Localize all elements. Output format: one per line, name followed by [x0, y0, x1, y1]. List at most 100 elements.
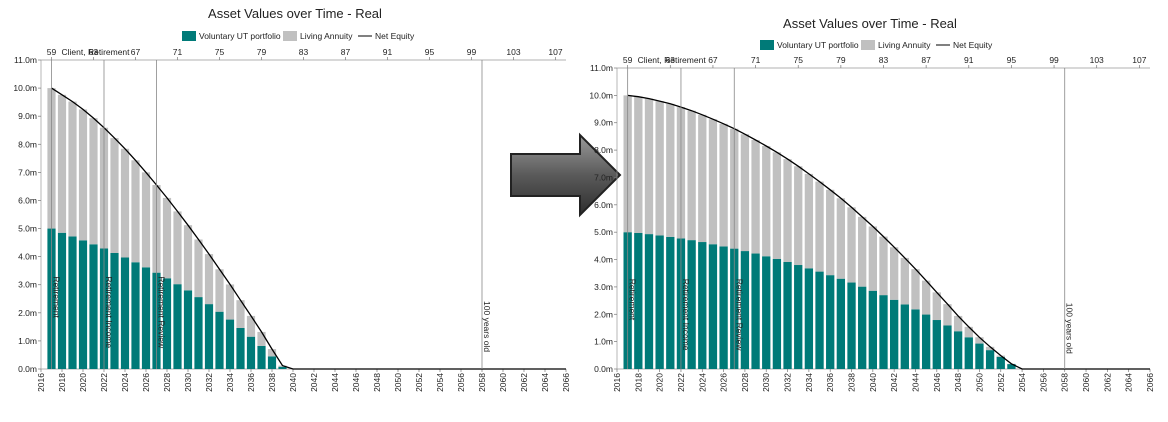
x-tick-label: 2024	[697, 373, 707, 392]
age-tick-label: 71	[173, 47, 183, 57]
bar-living-annuity	[645, 99, 653, 234]
bar-living-annuity	[247, 316, 255, 337]
x-tick-label: 2048	[953, 373, 963, 392]
y-tick-label: 4.0m	[18, 252, 37, 262]
y-tick-label: 11.0m	[590, 63, 613, 73]
bar-voluntary-ut	[131, 262, 139, 369]
chart-after-svg: Asset Values over Time - Real Voluntary U…	[578, 0, 1168, 417]
y-tick-label: 6.0m	[594, 200, 613, 210]
bar-voluntary-ut	[655, 235, 663, 369]
bar-living-annuity	[879, 237, 887, 296]
bar-voluntary-ut	[173, 284, 181, 369]
y-tick-label: 11.0m	[14, 55, 37, 65]
bar-living-annuity	[911, 269, 919, 309]
legend-label: Net Equity	[953, 40, 993, 50]
x-tick-label: 2064	[540, 373, 550, 392]
y-tick-label: 9.0m	[594, 118, 613, 128]
bar-living-annuity	[666, 104, 674, 237]
chart-title: Asset Values over Time - Real	[783, 16, 957, 31]
bar-living-annuity	[142, 172, 150, 267]
legend-label: Net Equity	[375, 31, 415, 41]
bar-voluntary-ut	[121, 257, 129, 369]
bar-voluntary-ut	[837, 279, 845, 369]
y-tick-label: 1.0m	[18, 336, 37, 346]
bar-voluntary-ut	[719, 246, 727, 369]
bar-voluntary-ut	[68, 236, 76, 369]
bar-living-annuity	[762, 146, 770, 256]
bar-voluntary-ut	[986, 350, 994, 369]
bar-living-annuity	[173, 211, 181, 284]
age-tick-label: 67	[131, 47, 141, 57]
legend-swatch-voluntary	[182, 31, 196, 41]
x-tick-label: 2022	[99, 373, 109, 392]
age-tick-label: 59	[47, 47, 57, 57]
x-tick-label: 2020	[78, 373, 88, 392]
x-tick-label: 2036	[246, 373, 256, 392]
bar-voluntary-ut	[698, 242, 706, 369]
x-tick-label: 2030	[761, 373, 771, 392]
x-tick-label: 2046	[351, 373, 361, 392]
bar-voluntary-ut	[965, 337, 973, 369]
age-tick-label: 79	[836, 55, 846, 65]
bar-living-annuity	[794, 166, 802, 265]
bar-voluntary-ut	[911, 309, 919, 369]
bar-voluntary-ut	[194, 297, 202, 369]
bar-voluntary-ut	[943, 325, 951, 369]
age-tick-label: 59	[623, 55, 633, 65]
age-tick-label: 103	[1090, 55, 1104, 65]
bar-living-annuity	[890, 247, 898, 300]
bar-living-annuity	[163, 198, 171, 278]
age-tick-label: 99	[467, 47, 477, 57]
bar-living-annuity	[709, 119, 717, 244]
x-tick-label: 2016	[36, 373, 46, 392]
y-tick-label: 9.0m	[18, 111, 37, 121]
legend-label: Voluntary UT portfolio	[777, 40, 859, 50]
x-tick-label: 2040	[288, 373, 298, 392]
bar-living-annuity	[58, 95, 66, 233]
x-tick-label: 2052	[996, 373, 1006, 392]
bar-living-annuity	[184, 225, 192, 290]
age-tick-label: 75	[215, 47, 225, 57]
bar-living-annuity	[837, 198, 845, 278]
bar-voluntary-ut	[933, 320, 941, 369]
age-tick-label: 107	[548, 47, 562, 57]
x-tick-label: 2042	[309, 373, 319, 392]
y-tick-label: 7.0m	[18, 167, 37, 177]
x-tick-label: 2056	[1038, 373, 1048, 392]
top-axis-label: Client, Retirement	[62, 47, 131, 57]
x-tick-label: 2042	[889, 373, 899, 392]
bar-voluntary-ut	[215, 312, 223, 369]
age-tick-label: 87	[921, 55, 931, 65]
bar-voluntary-ut	[709, 244, 717, 369]
bar-living-annuity	[773, 152, 781, 259]
age-tick-label: 75	[793, 55, 803, 65]
bar-voluntary-ut	[89, 244, 97, 369]
legend-swatch-voluntary	[760, 40, 774, 50]
x-tick-label: 2036	[825, 373, 835, 392]
bar-living-annuity	[815, 182, 823, 272]
age-tick-label: 79	[257, 47, 267, 57]
legend-swatch-annuity	[861, 40, 875, 50]
age-tick-label: 99	[1049, 55, 1059, 65]
marker-label: 100 years old	[482, 301, 492, 352]
bar-living-annuity	[826, 190, 834, 275]
bar-living-annuity	[741, 134, 749, 251]
x-tick-label: 2018	[57, 373, 67, 392]
y-tick-label: 4.0m	[594, 255, 613, 265]
bar-living-annuity	[79, 109, 87, 240]
chart-title: Asset Values over Time - Real	[208, 6, 382, 21]
y-tick-label: 8.0m	[594, 145, 613, 155]
bar-voluntary-ut	[142, 267, 150, 369]
x-tick-label: 2048	[372, 373, 382, 392]
x-tick-label: 2028	[740, 373, 750, 392]
bar-voluntary-ut	[869, 291, 877, 369]
x-tick-label: 2060	[1081, 373, 1091, 392]
x-tick-label: 2038	[847, 373, 857, 392]
bar-voluntary-ut	[805, 268, 813, 369]
x-tick-label: 2022	[676, 373, 686, 392]
x-tick-label: 2046	[932, 373, 942, 392]
y-tick-label: 3.0m	[18, 280, 37, 290]
bar-voluntary-ut	[205, 304, 213, 369]
age-tick-label: 95	[425, 47, 435, 57]
marker-label: Retirement	[52, 276, 62, 318]
